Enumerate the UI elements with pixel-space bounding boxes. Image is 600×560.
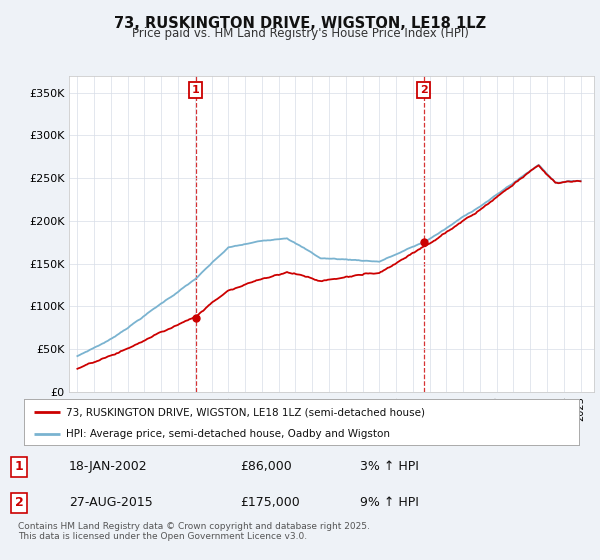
Text: 73, RUSKINGTON DRIVE, WIGSTON, LE18 1LZ (semi-detached house): 73, RUSKINGTON DRIVE, WIGSTON, LE18 1LZ … — [65, 407, 425, 417]
Text: HPI: Average price, semi-detached house, Oadby and Wigston: HPI: Average price, semi-detached house,… — [65, 429, 389, 438]
Text: 1: 1 — [192, 85, 200, 95]
Text: £175,000: £175,000 — [240, 496, 300, 509]
Text: 3% ↑ HPI: 3% ↑ HPI — [360, 460, 419, 473]
Text: 2: 2 — [15, 496, 23, 509]
Text: 27-AUG-2015: 27-AUG-2015 — [69, 496, 153, 509]
Text: Price paid vs. HM Land Registry's House Price Index (HPI): Price paid vs. HM Land Registry's House … — [131, 27, 469, 40]
Text: 18-JAN-2002: 18-JAN-2002 — [69, 460, 148, 473]
Text: Contains HM Land Registry data © Crown copyright and database right 2025.
This d: Contains HM Land Registry data © Crown c… — [18, 522, 370, 542]
Text: £86,000: £86,000 — [240, 460, 292, 473]
Text: 73, RUSKINGTON DRIVE, WIGSTON, LE18 1LZ: 73, RUSKINGTON DRIVE, WIGSTON, LE18 1LZ — [114, 16, 486, 31]
Text: 9% ↑ HPI: 9% ↑ HPI — [360, 496, 419, 509]
Text: 1: 1 — [15, 460, 23, 473]
Text: 2: 2 — [420, 85, 428, 95]
